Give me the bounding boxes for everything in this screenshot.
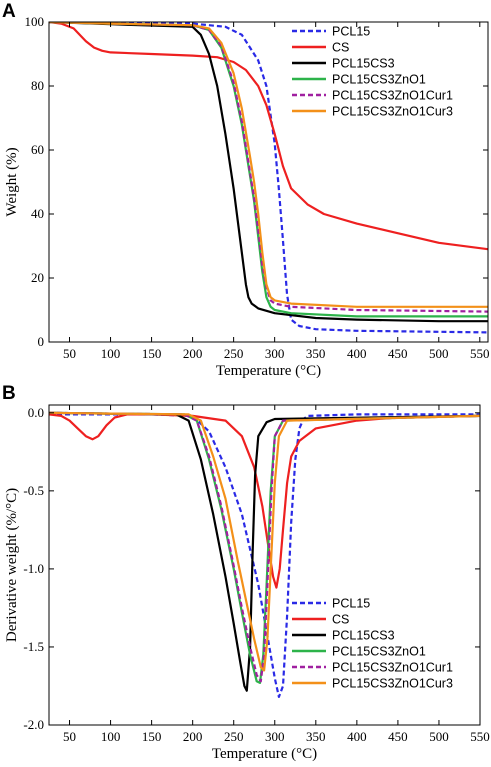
- y-tick-label: 0.0: [28, 405, 44, 420]
- y-tick-label: -0.5: [23, 483, 44, 498]
- legend-label-pcl15cs3: PCL15CS3: [332, 57, 395, 71]
- x-tick-label: 50: [63, 346, 76, 361]
- series-line-pcl15cs3zno1cur3: [49, 22, 488, 308]
- y-tick-label: 80: [31, 78, 44, 93]
- y-tick-label: -1.5: [23, 639, 44, 654]
- y-tick-label: -2.0: [23, 717, 44, 732]
- x-axis-title: Temperature (°C): [212, 746, 317, 762]
- panel-a-letter: A: [2, 1, 16, 22]
- series-line-pcl15: [49, 22, 488, 334]
- legend-label-cs: CS: [332, 41, 349, 55]
- y-tick-label: 0: [38, 334, 45, 349]
- panel-a-chart: 50 100 150 200 250 300 350 400 450 500 550 0 20 40 60 8…: [4, 14, 490, 379]
- x-tick-label: 300: [265, 346, 285, 361]
- x-tick-label: 250: [224, 729, 244, 744]
- x-tick-label: 500: [429, 346, 449, 361]
- panel-b-letter: B: [2, 383, 16, 404]
- x-tick-label: 400: [347, 729, 367, 744]
- x-tick-label: 100: [101, 729, 121, 744]
- series-line-pcl15cs3zno1cur1: [49, 22, 488, 313]
- y-tick-label: -1.0: [23, 561, 44, 576]
- x-tick-label: 200: [183, 729, 203, 744]
- legend-label-pcl15cs3zno1: PCL15CS3ZnO1: [332, 73, 426, 87]
- x-tick-label: 450: [388, 729, 408, 744]
- x-tick-label: 550: [470, 729, 490, 744]
- series-line-pcl15cs3: [49, 411, 480, 692]
- series-line-pcl15cs3zno1cur1: [49, 411, 480, 683]
- y-tick-label: 60: [31, 142, 44, 157]
- plot-frame: [48, 404, 481, 726]
- y-axis-title: Derivative weight (%/°C): [4, 488, 20, 642]
- x-tick-label: 50: [63, 729, 76, 744]
- x-tick-label: 400: [347, 346, 367, 361]
- x-tick-label: 450: [388, 346, 408, 361]
- x-tick-label: 250: [224, 346, 244, 361]
- legend-label-cs: CS: [332, 613, 349, 627]
- legend-label-pcl15cs3zno1cur3: PCL15CS3ZnO1Cur3: [332, 677, 453, 691]
- legend-label-pcl15cs3: PCL15CS3: [332, 629, 395, 643]
- series-line-pcl15cs3zno1cur3: [49, 411, 480, 672]
- series-line-pcl15cs3: [49, 22, 488, 323]
- y-tick-label: 20: [31, 270, 44, 285]
- legend-label-pcl15: PCL15: [332, 25, 370, 39]
- legend-label-pcl15: PCL15: [332, 597, 370, 611]
- x-tick-label: 500: [429, 729, 449, 744]
- series-line-cs: [49, 413, 480, 589]
- y-axis-title: Weight (%): [4, 147, 20, 216]
- legend-label-pcl15cs3zno1cur3: PCL15CS3ZnO1Cur3: [332, 105, 453, 119]
- x-tick-label: 300: [265, 729, 285, 744]
- x-tick-label: 550: [470, 346, 490, 361]
- legend-label-pcl15cs3zno1cur1: PCL15CS3ZnO1Cur1: [332, 661, 453, 675]
- x-tick-label: 150: [142, 346, 162, 361]
- x-tick-label: 350: [306, 729, 326, 744]
- plot-frame: [48, 21, 489, 343]
- panel-b-chart: 50 100 150 200 250 300 350 400 450 500 550 0.0 -0.5 -…: [4, 404, 490, 762]
- x-tick-label: 200: [183, 346, 203, 361]
- x-tick-label: 100: [101, 346, 121, 361]
- legend-label-pcl15cs3zno1: PCL15CS3ZnO1: [332, 645, 426, 659]
- y-tick-label: 100: [25, 14, 45, 29]
- x-tick-label: 350: [306, 346, 326, 361]
- x-tick-label: 150: [142, 729, 162, 744]
- series-line-pcl15cs3zno1: [49, 22, 488, 318]
- series-line-cs: [49, 22, 488, 251]
- x-axis-title: Temperature (°C): [216, 363, 321, 379]
- legend-label-pcl15cs3zno1cur1: PCL15CS3ZnO1Cur1: [332, 89, 453, 103]
- y-tick-label: 40: [31, 206, 44, 221]
